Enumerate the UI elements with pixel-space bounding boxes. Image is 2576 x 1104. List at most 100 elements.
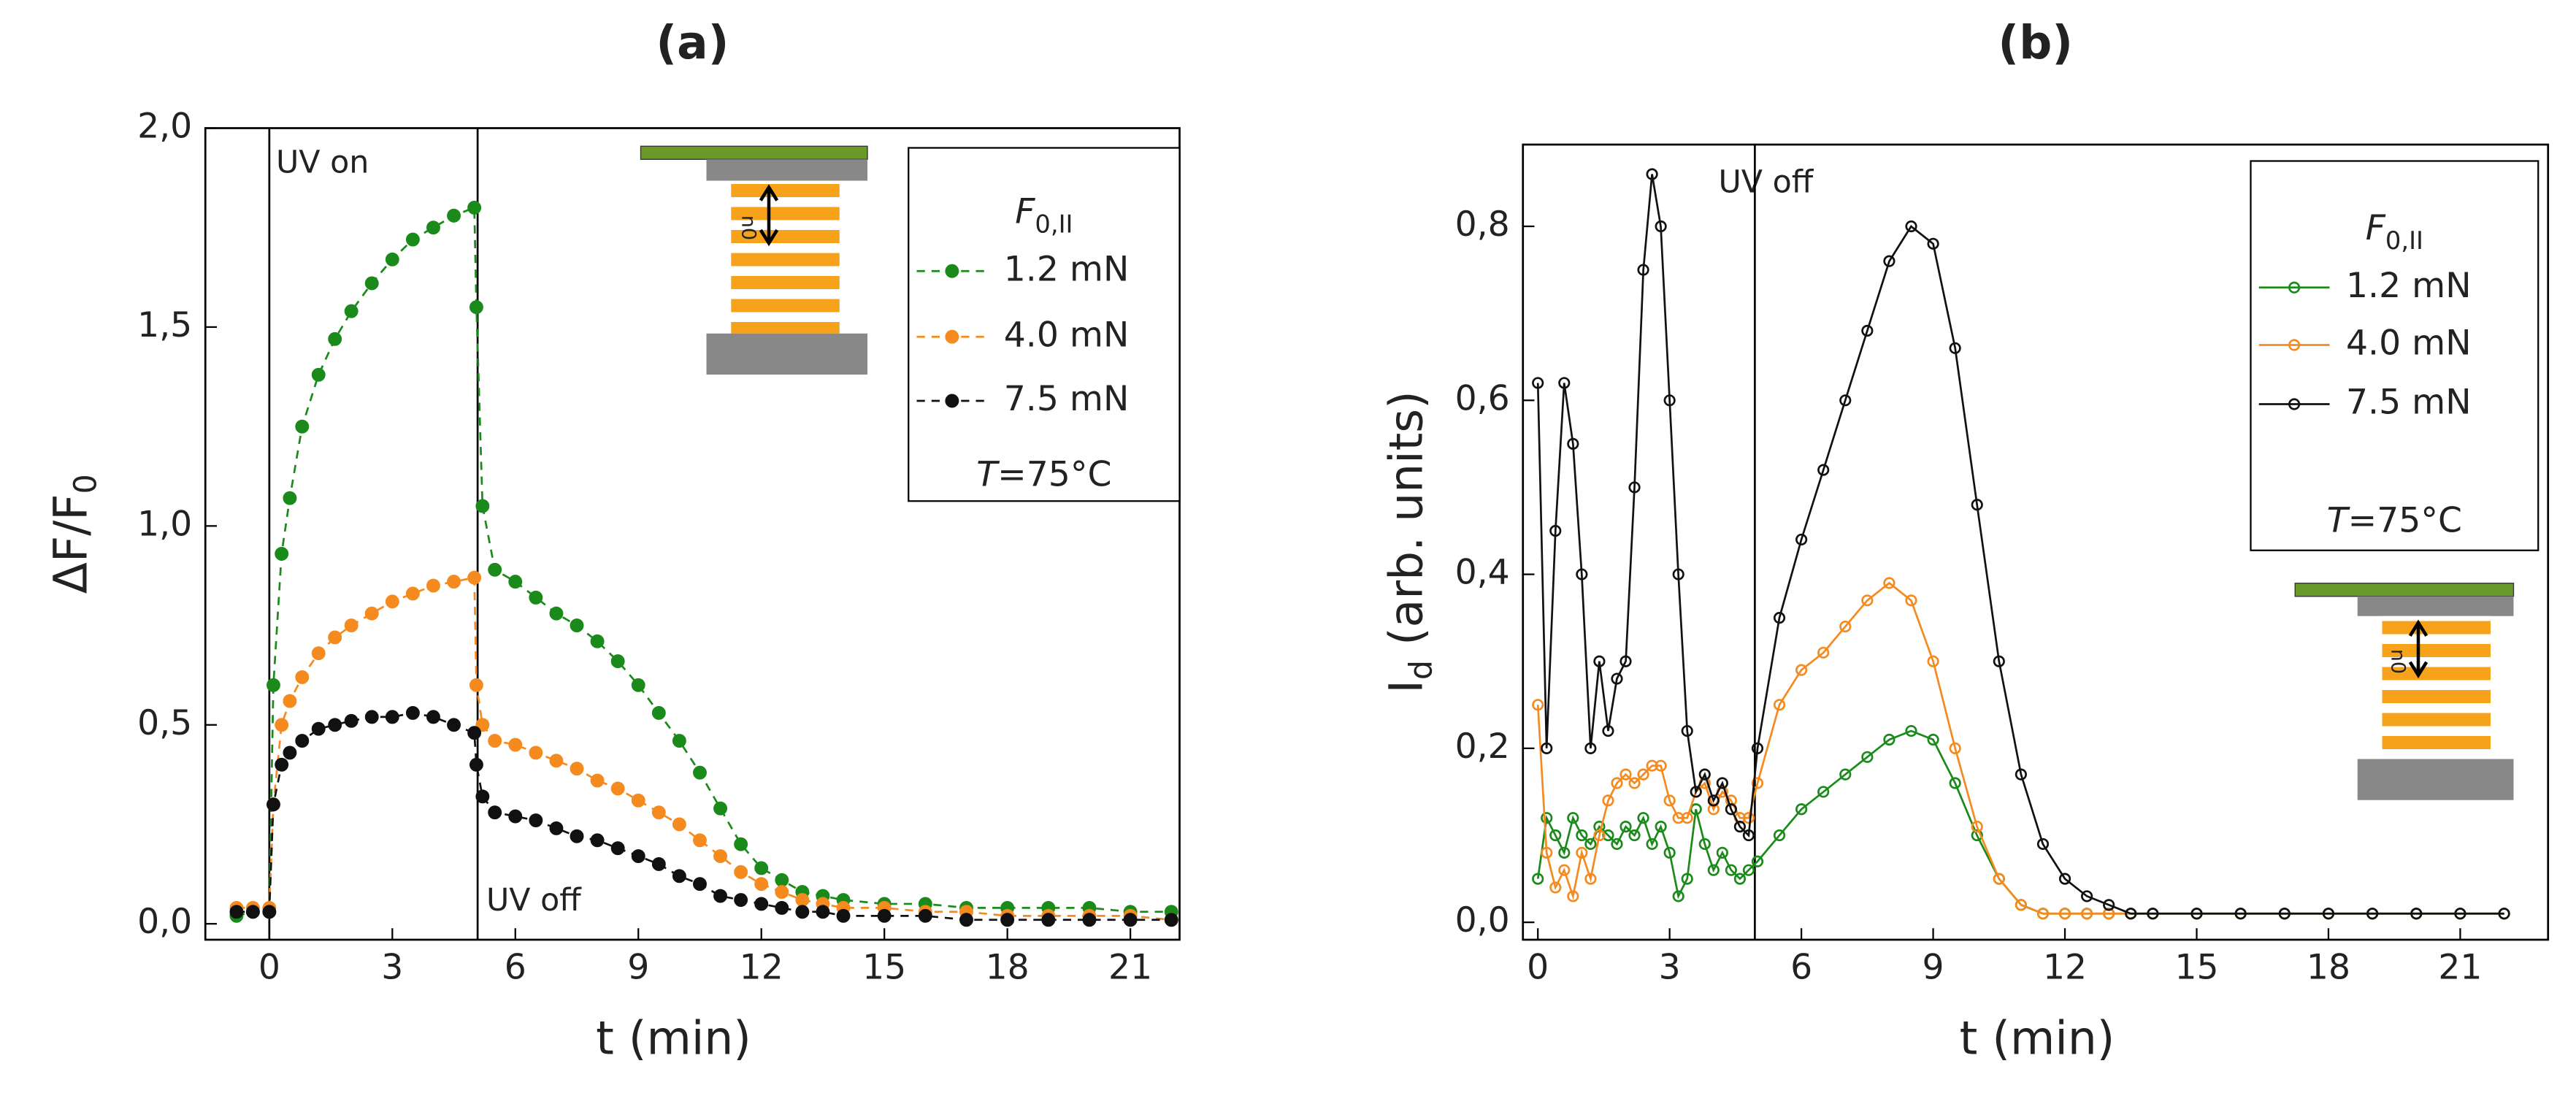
x-tick-label: 6 xyxy=(505,948,526,988)
data-point xyxy=(508,809,523,824)
data-point xyxy=(1663,846,1676,859)
data-point xyxy=(570,829,584,843)
data-point xyxy=(1532,377,1544,389)
data-point xyxy=(1795,664,1808,676)
legend-title-main: F xyxy=(2366,208,2386,248)
y-tick-label: 2,0 xyxy=(137,107,192,147)
data-point xyxy=(610,841,625,856)
data-point xyxy=(1672,812,1684,824)
data-point xyxy=(508,575,523,589)
data-point xyxy=(447,575,461,589)
data-point xyxy=(364,606,379,621)
data-point xyxy=(2058,908,2071,920)
data-point xyxy=(1619,768,1632,781)
data-point xyxy=(1637,812,1649,824)
data-point xyxy=(672,817,686,832)
data-point xyxy=(405,586,420,601)
data-point xyxy=(475,718,490,732)
y-tick-label: 1,5 xyxy=(137,305,192,345)
data-point xyxy=(467,570,482,585)
data-point xyxy=(283,491,297,505)
data-point xyxy=(1927,733,1939,746)
data-point xyxy=(734,837,748,851)
data-point xyxy=(1593,655,1606,667)
data-point xyxy=(1949,342,1961,354)
data-point xyxy=(1646,759,1658,772)
data-point xyxy=(1861,324,1874,337)
y-tick-label: 0,4 xyxy=(1455,553,1510,593)
data-point xyxy=(1795,803,1808,816)
data-point xyxy=(1611,777,1623,789)
legend-label: 7.5 mN xyxy=(1004,379,1130,419)
data-point xyxy=(775,900,789,915)
data-point xyxy=(590,773,605,788)
x-tick-label: 0 xyxy=(1527,948,1549,988)
data-point xyxy=(405,705,420,720)
condition-value: =75°C xyxy=(2348,501,2462,541)
data-point xyxy=(1927,655,1939,667)
data-point xyxy=(467,726,482,740)
data-point xyxy=(1861,751,1874,763)
data-point xyxy=(1707,864,1720,876)
legend-label: 4.0 mN xyxy=(2346,323,2472,364)
data-point xyxy=(1541,812,1553,824)
data-point xyxy=(1971,829,1983,842)
data-point xyxy=(795,893,810,907)
y-axis-label-part: (arb. units) xyxy=(1380,391,1433,660)
data-point xyxy=(2322,908,2335,920)
legend-marker xyxy=(2288,398,2301,410)
data-point xyxy=(1690,786,1702,798)
data-point xyxy=(959,913,973,927)
data-point xyxy=(275,757,289,772)
data-point xyxy=(1725,803,1737,816)
data-point xyxy=(328,718,342,732)
y-tick-label: 0,0 xyxy=(1455,900,1510,940)
series-line xyxy=(1536,729,2504,915)
x-tick-label: 6 xyxy=(1790,948,1812,988)
x-tick-label: 15 xyxy=(862,948,906,988)
y-tick-label: 0,2 xyxy=(1455,727,1510,767)
data-point xyxy=(1637,264,1649,276)
data-point xyxy=(2234,908,2247,920)
x-axis-label: t (min) xyxy=(596,1012,751,1065)
data-point xyxy=(734,893,748,907)
y-tick-label: 0,8 xyxy=(1455,204,1510,245)
data-point xyxy=(1698,768,1711,781)
x-tick-label: 18 xyxy=(2307,948,2350,988)
data-point xyxy=(693,877,707,892)
data-point xyxy=(1602,794,1614,807)
data-point xyxy=(1619,655,1632,667)
data-point xyxy=(836,908,851,923)
data-point xyxy=(2454,908,2466,920)
y-tick-label: 0,0 xyxy=(137,902,192,942)
data-point xyxy=(1041,913,1056,927)
data-point xyxy=(1751,777,1764,789)
data-point xyxy=(529,590,543,605)
data-point xyxy=(590,833,605,848)
data-point xyxy=(1949,742,1961,754)
y-axis-label-part: I xyxy=(1380,680,1433,694)
data-point xyxy=(1817,786,1830,798)
data-point xyxy=(754,861,769,875)
data-point xyxy=(364,276,379,291)
data-point xyxy=(754,897,769,911)
data-point xyxy=(1628,829,1641,842)
legend-title: F0,II xyxy=(1015,192,1073,238)
data-point xyxy=(1637,768,1649,781)
data-point xyxy=(267,678,280,692)
chart: (b) 0 3 6 9 12 15 18 21 0,0 0,2 0,4 0,6 0,8 t (min) Id … xyxy=(1380,16,2550,1065)
data-point xyxy=(1567,437,1579,450)
x-tick-label: 9 xyxy=(1923,948,1944,988)
data-point xyxy=(245,905,260,919)
data-point xyxy=(1883,733,1895,746)
data-point xyxy=(1707,803,1720,816)
data-point xyxy=(1817,464,1830,476)
data-point xyxy=(405,232,420,247)
data-point xyxy=(1164,913,1178,927)
data-point xyxy=(2081,890,2093,902)
data-point xyxy=(2103,908,2115,920)
data-point xyxy=(693,765,707,780)
data-point xyxy=(1576,846,1588,859)
data-point xyxy=(1541,846,1553,859)
